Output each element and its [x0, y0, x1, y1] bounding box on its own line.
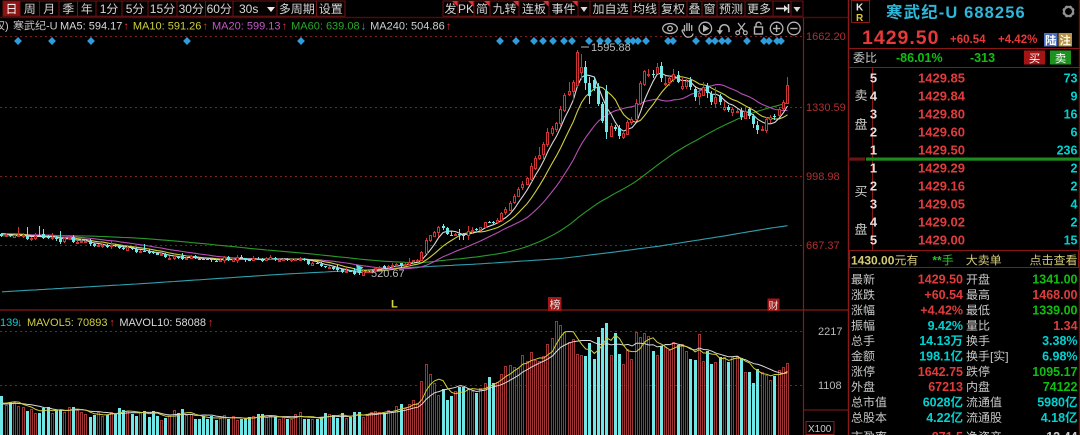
- svg-text:16: 16: [1064, 108, 1078, 122]
- svg-text:667.37: 667.37: [806, 240, 840, 252]
- svg-text:3.38%: 3.38%: [1042, 334, 1077, 348]
- svg-text:1429.50: 1429.50: [918, 273, 963, 287]
- svg-text:1.34: 1.34: [1053, 319, 1077, 333]
- svg-text:1429.16: 1429.16: [918, 179, 965, 194]
- svg-text:1429.50: 1429.50: [918, 143, 965, 158]
- svg-text:[: [: [990, 349, 994, 363]
- svg-text:14.13: 14.13: [919, 334, 950, 348]
- svg-text:-U: -U: [46, 21, 58, 33]
- svg-text:67213: 67213: [928, 380, 963, 394]
- svg-text:MA5: 594.17: MA5: 594.17: [60, 21, 122, 33]
- svg-text:2: 2: [1071, 180, 1078, 194]
- svg-text:236: 236: [1057, 144, 1078, 158]
- svg-text:1429.80: 1429.80: [918, 107, 965, 122]
- svg-text:1330.59: 1330.59: [806, 102, 846, 114]
- svg-text:-313: -313: [970, 51, 995, 65]
- svg-text:1468.00: 1468.00: [1032, 288, 1077, 302]
- svg-text:MAVOL5: 70893: MAVOL5: 70893: [27, 317, 108, 329]
- svg-text:1429.29: 1429.29: [918, 161, 965, 176]
- svg-text:5980: 5980: [1037, 396, 1065, 410]
- svg-text:73: 73: [1064, 72, 1078, 86]
- svg-text:3: 3: [870, 197, 877, 212]
- svg-text:1429.05: 1429.05: [918, 197, 965, 212]
- svg-text:998.98: 998.98: [806, 171, 840, 183]
- svg-text:↑: ↑: [109, 317, 115, 329]
- svg-text:↑: ↑: [203, 21, 209, 33]
- svg-text:↓: ↓: [17, 317, 23, 329]
- svg-text:-U 688256: -U 688256: [939, 4, 1026, 22]
- svg-text:1429.02: 1429.02: [918, 215, 965, 230]
- svg-text:198.1: 198.1: [919, 349, 950, 363]
- svg-text:1429.85: 1429.85: [918, 71, 965, 86]
- svg-text:+60.54: +60.54: [924, 288, 963, 302]
- svg-text:1: 1: [100, 2, 107, 16]
- svg-text:1642.75: 1642.75: [918, 365, 963, 379]
- svg-text:15: 15: [1064, 234, 1078, 248]
- svg-text:74122: 74122: [1043, 380, 1078, 394]
- svg-text:4.22: 4.22: [926, 411, 950, 425]
- svg-text:1095.17: 1095.17: [1032, 365, 1077, 379]
- svg-text:1429.50: 1429.50: [862, 27, 940, 49]
- svg-text:X100: X100: [808, 424, 832, 435]
- svg-text:15: 15: [150, 2, 164, 16]
- svg-text:1339.00: 1339.00: [1032, 303, 1077, 317]
- svg-text:1662.20: 1662.20: [806, 31, 846, 43]
- svg-text:520.67: 520.67: [371, 268, 405, 280]
- svg-text:↑: ↑: [208, 317, 214, 329]
- svg-text:4: 4: [870, 215, 878, 230]
- svg-text:MA240: 504.86: MA240: 504.86: [370, 21, 445, 33]
- svg-text:MAVOL10: 58088: MAVOL10: 58088: [119, 317, 206, 329]
- svg-text:]: ]: [1005, 349, 1008, 363]
- svg-text:6.98%: 6.98%: [1042, 349, 1077, 363]
- svg-text:9: 9: [1071, 90, 1078, 104]
- svg-text:2217: 2217: [818, 326, 842, 338]
- svg-text:1429.84: 1429.84: [918, 89, 966, 104]
- svg-text:4: 4: [1071, 198, 1078, 212]
- svg-text:1429.00: 1429.00: [918, 233, 965, 248]
- svg-text:MA20: 599.13: MA20: 599.13: [212, 21, 281, 33]
- svg-text:1595.88: 1595.88: [591, 42, 631, 54]
- svg-text:60: 60: [207, 2, 221, 16]
- svg-text:2: 2: [1071, 162, 1078, 176]
- svg-text:1430.00: 1430.00: [851, 254, 895, 268]
- svg-text:6: 6: [1071, 126, 1078, 140]
- svg-text:871.5: 871.5: [932, 430, 963, 435]
- svg-text:2: 2: [870, 179, 877, 194]
- svg-text:30s: 30s: [239, 2, 258, 16]
- svg-text:4: 4: [870, 89, 878, 104]
- svg-text:+4.42%: +4.42%: [920, 303, 963, 317]
- svg-text:+4.42%: +4.42%: [998, 34, 1037, 46]
- svg-text:2: 2: [870, 125, 877, 140]
- svg-text:1429.60: 1429.60: [918, 125, 965, 140]
- svg-text:↓: ↓: [361, 21, 367, 33]
- svg-text:1: 1: [870, 143, 877, 158]
- svg-text:R: R: [856, 13, 864, 24]
- svg-text:PK: PK: [458, 2, 474, 16]
- svg-text:1341.00: 1341.00: [1032, 273, 1077, 287]
- svg-text:MA10: 591.26: MA10: 591.26: [133, 21, 202, 33]
- svg-text:5: 5: [870, 71, 877, 86]
- svg-text:3: 3: [870, 107, 877, 122]
- svg-text:↑: ↑: [282, 21, 288, 33]
- svg-text:2: 2: [1071, 216, 1078, 230]
- svg-text:MA60: 639.08: MA60: 639.08: [291, 21, 360, 33]
- svg-text:+60.54: +60.54: [950, 34, 986, 46]
- svg-text:139: 139: [0, 317, 18, 329]
- svg-text:5: 5: [126, 2, 133, 16]
- svg-text:12.44: 12.44: [1046, 430, 1077, 435]
- svg-text:): ): [5, 21, 9, 33]
- svg-text:4.18: 4.18: [1041, 411, 1065, 425]
- svg-text:30: 30: [179, 2, 193, 16]
- svg-text:6028: 6028: [923, 396, 951, 410]
- svg-text:5: 5: [870, 233, 877, 248]
- svg-text:**: **: [932, 254, 942, 268]
- svg-text:↑: ↑: [446, 21, 452, 33]
- svg-text:1: 1: [870, 161, 877, 176]
- svg-text:↑: ↑: [123, 21, 128, 33]
- svg-text:L: L: [391, 299, 398, 311]
- svg-text:K: K: [856, 3, 864, 14]
- svg-text:-86.01%: -86.01%: [896, 51, 943, 65]
- svg-text:9.42%: 9.42%: [928, 319, 963, 333]
- svg-text:1108: 1108: [818, 380, 842, 392]
